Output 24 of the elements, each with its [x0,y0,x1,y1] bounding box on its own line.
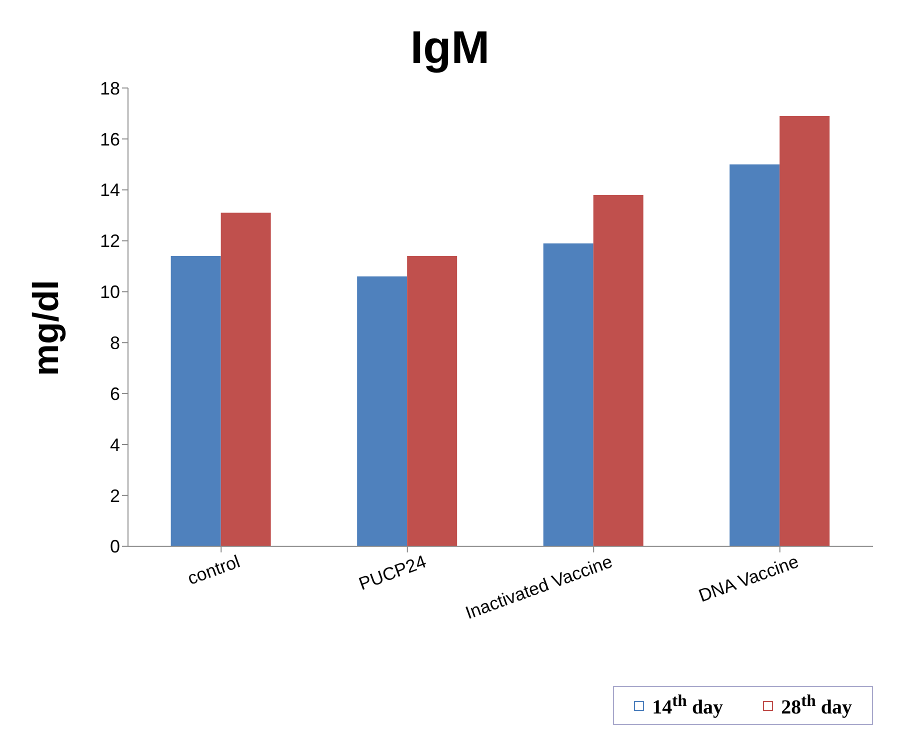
y-tick-label: 8 [110,333,120,354]
y-tick-label: 14 [100,180,120,200]
bar [220,212,271,546]
y-tick-label: 12 [100,231,120,252]
bar [407,256,458,546]
legend-label: 14$^{th}$ day [652,691,724,720]
y-tick-label: 4 [110,434,120,455]
y-tick-label: 0 [110,536,120,557]
bar [593,194,644,546]
bar [170,256,221,546]
x-tick-label: control [184,551,242,589]
legend-label: 28$^{th}$ day [781,691,852,720]
bar [357,276,408,546]
bar [543,243,594,546]
y-tick-label: 6 [110,384,120,404]
y-tick-label: 18 [100,78,120,98]
y-tick-label: 2 [110,486,120,506]
y-tick-label: 10 [100,282,120,302]
y-axis-title: mg/dl [25,280,66,376]
bar [780,116,830,546]
bar [730,164,780,546]
chart-title: IgM [410,21,490,73]
x-tick-label: DNA Vaccine [696,551,802,606]
y-tick-label: 16 [100,129,120,150]
